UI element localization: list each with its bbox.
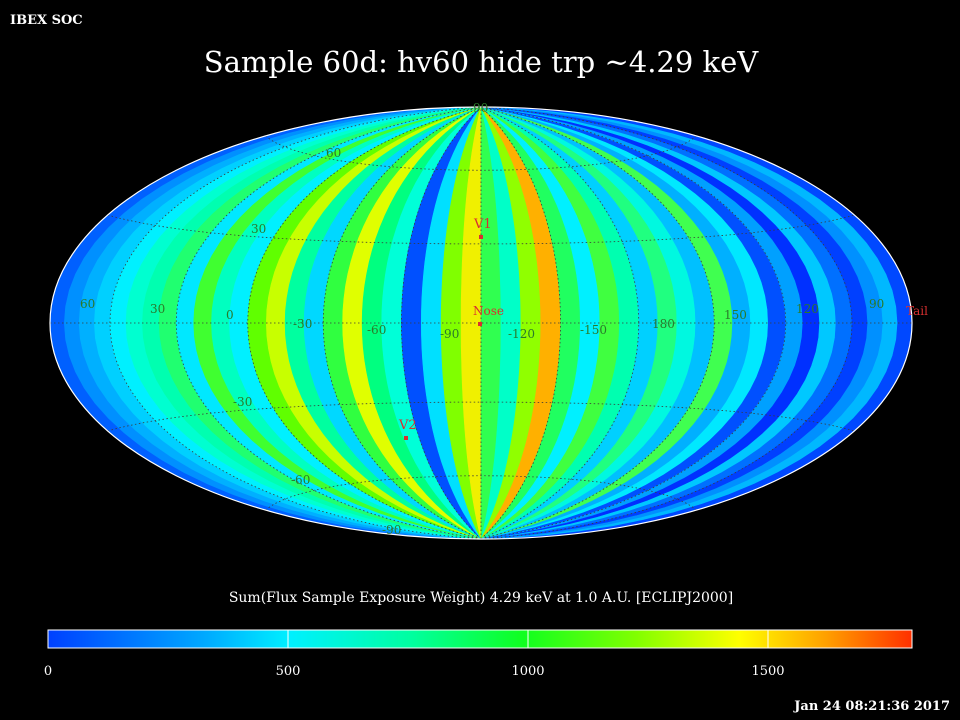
lon-label-minus-60: -60 [367, 323, 386, 337]
flux-bands [50, 107, 912, 539]
timestamp: Jan 24 08:21:36 2017 [793, 699, 950, 714]
marker-v2-dot [404, 436, 408, 440]
colorbar-tick-label-0: 0 [44, 664, 52, 679]
lon-label-minus-120: -120 [508, 327, 535, 341]
graticule-line [480, 107, 853, 539]
graticule-line [480, 107, 562, 539]
colorbar: 0 500 1000 1500 [44, 629, 913, 679]
colorbar-gradient [48, 630, 912, 648]
graticule-line [480, 107, 640, 539]
marker-v1-label: V1 [473, 217, 492, 232]
graticule [50, 107, 912, 539]
marker-tail-label: Tail [906, 304, 928, 318]
sky-map: 60 30 0 -30 -60 -90 -120 -150 180 150 12… [49, 101, 928, 540]
graticule-line [265, 475, 697, 511]
lon-label-90: 90 [869, 297, 884, 311]
graticule-line [109, 107, 482, 539]
pole-label-bottom: -90 [382, 523, 401, 537]
colorbar-ticks [47, 630, 769, 648]
lon-label-0: 0 [226, 308, 234, 322]
graticule-line [265, 135, 697, 171]
marker-v2-label: V2 [398, 418, 417, 433]
lon-label-120: 120 [796, 302, 819, 316]
lon-label-minus-90: -90 [440, 327, 459, 341]
lon-label-150: 150 [724, 308, 747, 322]
lon-label-minus-30: -30 [293, 317, 312, 331]
colorbar-tick-label-500: 500 [276, 664, 301, 679]
page-title: Sample 60d: hv60 hide trp ~4.29 keV [204, 45, 760, 79]
map-rim [49, 106, 913, 540]
pole-label-top: 90 [473, 101, 488, 115]
lat-label-30: 30 [251, 222, 266, 236]
lat-label-60: 60 [326, 146, 341, 160]
graticule-line [322, 107, 482, 539]
marker-v1-dot [479, 235, 483, 239]
marker-nose-dot [478, 322, 482, 326]
lat-label-minus-60: -60 [291, 473, 310, 487]
lon-label-180: 180 [652, 317, 675, 331]
colorbar-tick-label-1500: 1500 [751, 664, 784, 679]
lat-label-minus-30: -30 [233, 395, 252, 409]
source-label: IBEX SOC [10, 13, 83, 28]
lon-label-60: 60 [80, 297, 95, 311]
graticule-line [107, 401, 855, 432]
lon-label-30: 30 [150, 302, 165, 316]
marker-nose-label: Nose [473, 304, 504, 318]
graticule-line [107, 214, 855, 245]
lon-label-minus-150: -150 [580, 323, 607, 337]
colorbar-tick-label-1000: 1000 [511, 664, 544, 679]
colorbar-caption: Sum(Flux Sample Exposure Weight) 4.29 ke… [229, 590, 733, 606]
graticule-line [400, 107, 482, 539]
